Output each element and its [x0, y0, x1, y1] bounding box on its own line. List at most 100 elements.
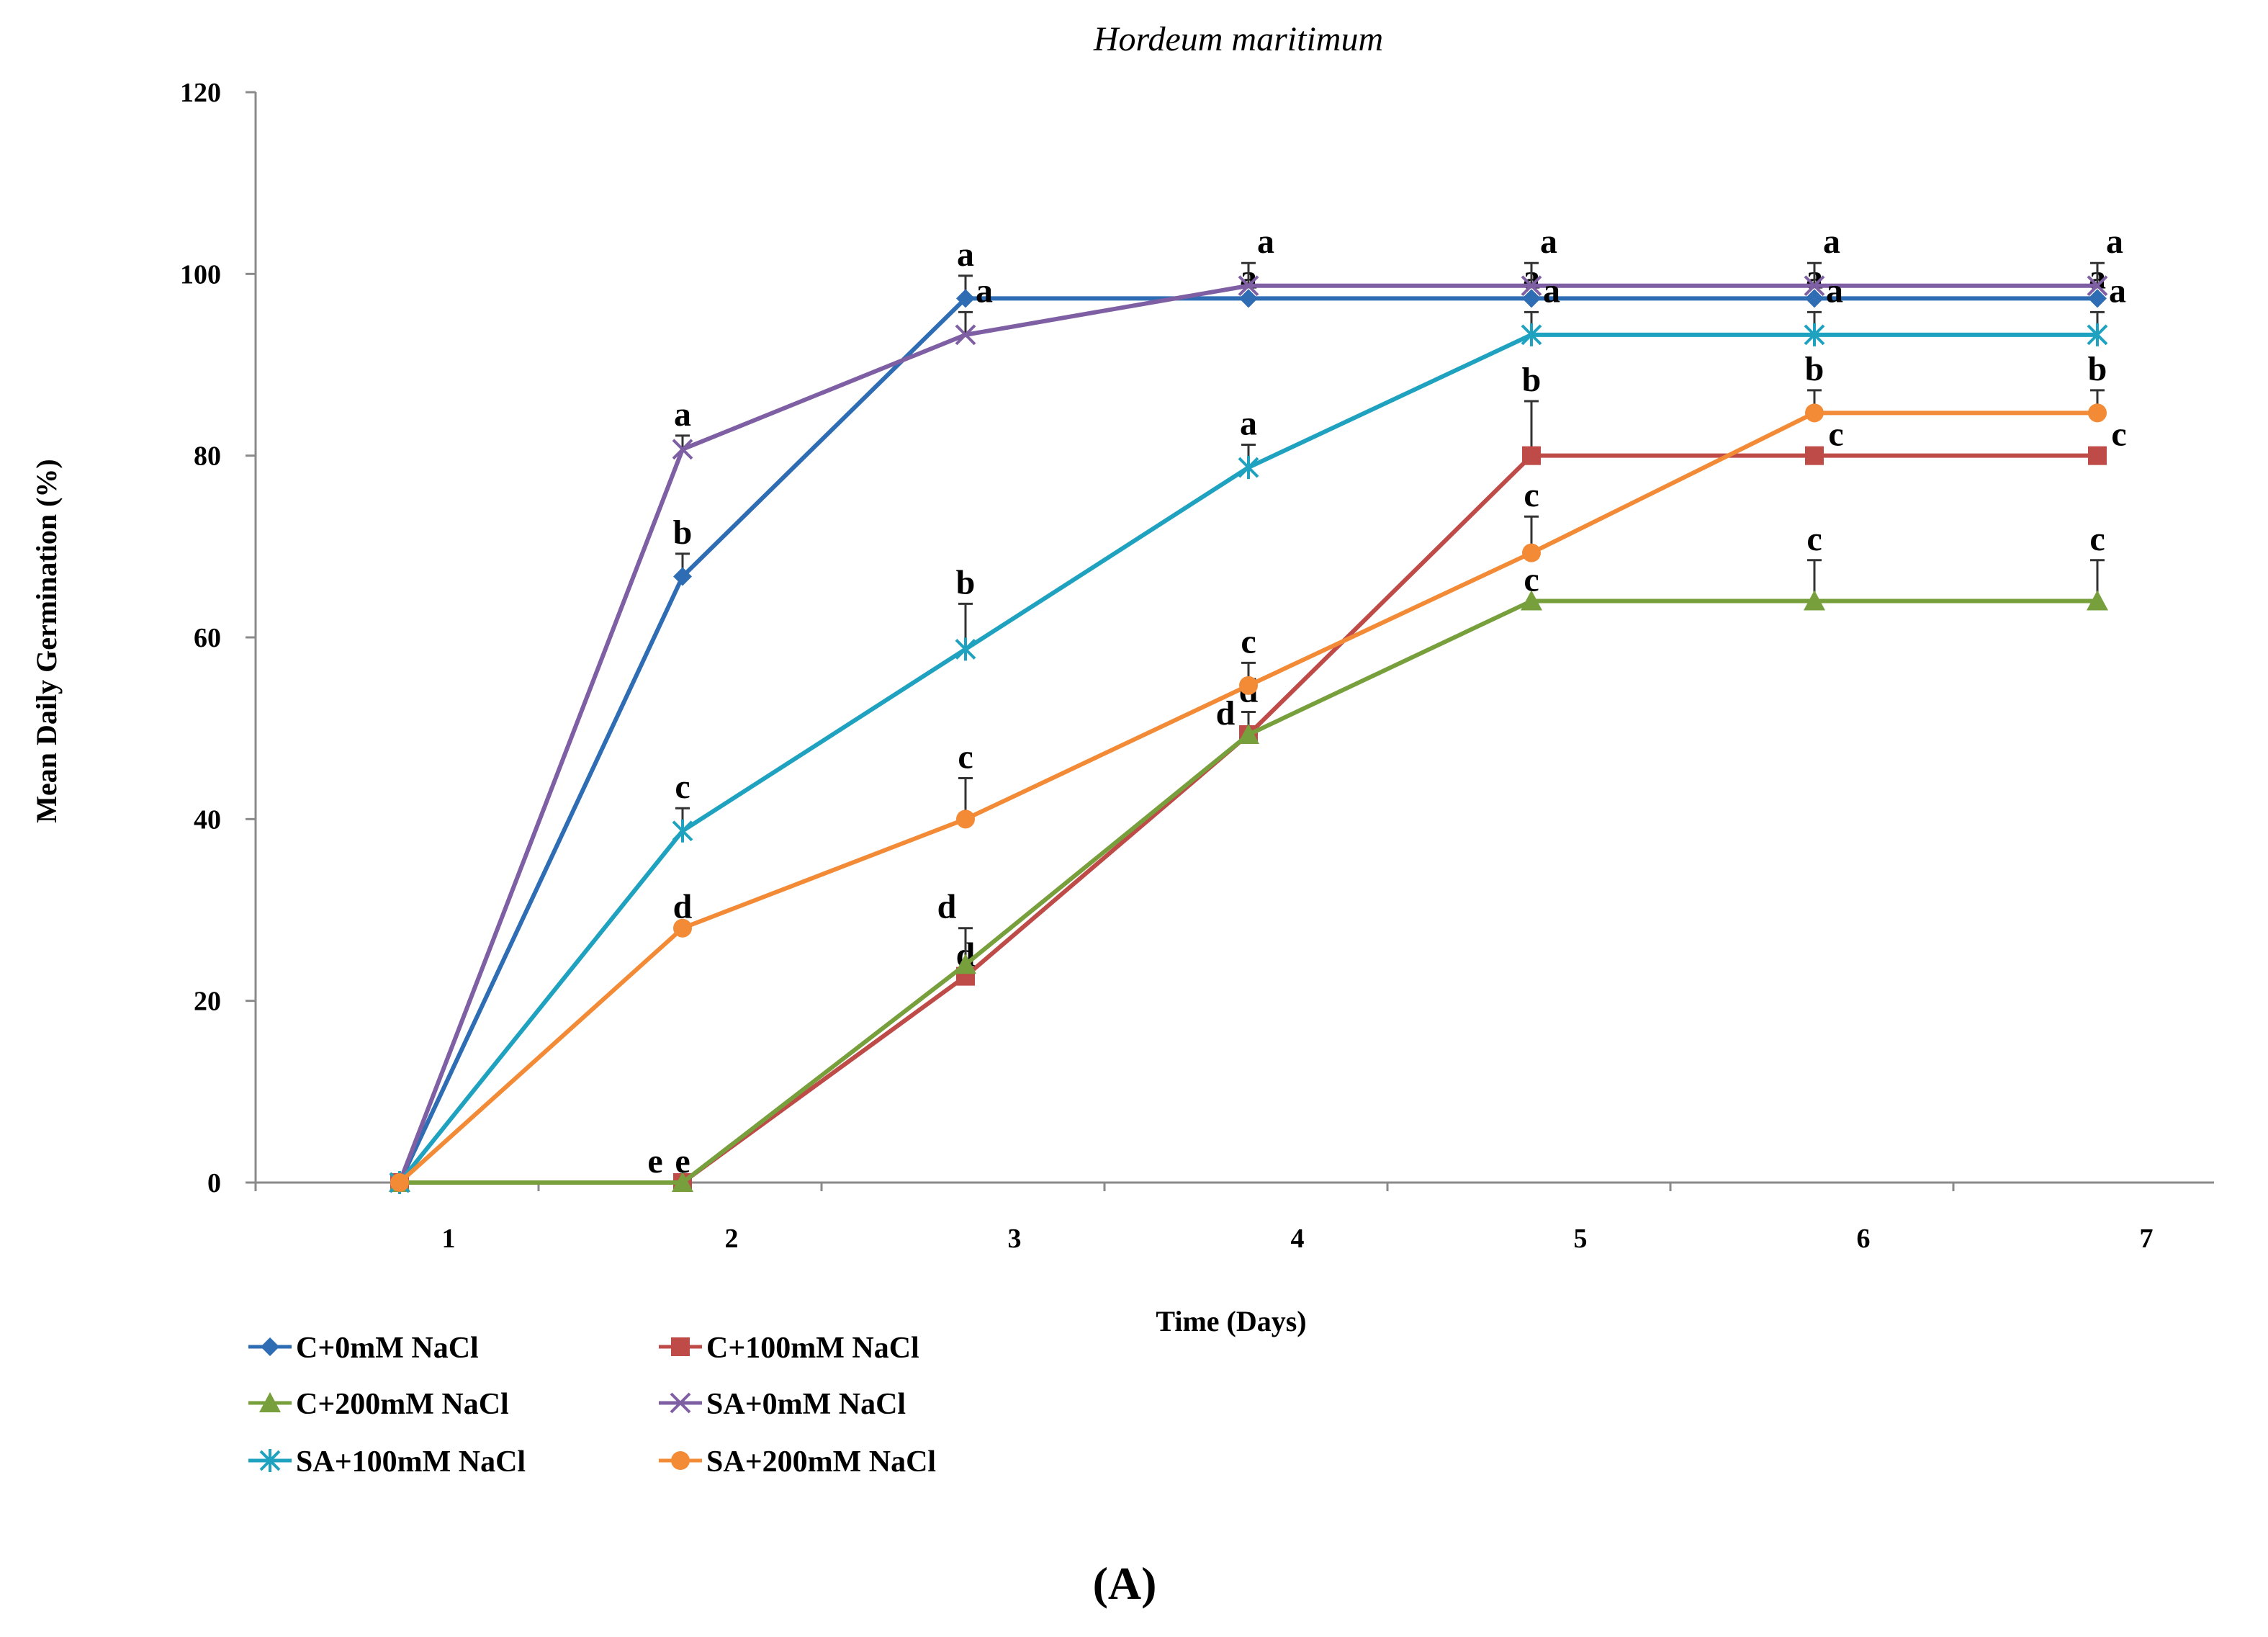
data-point	[1804, 275, 1825, 297]
data-point	[956, 809, 975, 829]
significance-letter: b	[673, 513, 693, 552]
data-point	[1805, 289, 1824, 308]
significance-letter: a	[1823, 223, 1840, 261]
data-point	[1238, 723, 1259, 744]
x-axis-title: Time (Days)	[1156, 1305, 1306, 1337]
data-point	[1239, 289, 1258, 308]
data-point	[1521, 323, 1542, 346]
legend-label: SA+200mM NaCl	[706, 1445, 936, 1479]
data-point	[2087, 590, 2108, 611]
y-tick-label: 20	[194, 987, 221, 1017]
data-point	[2087, 275, 2108, 297]
significance-letter: c	[2089, 520, 2105, 558]
significance-letter: a	[976, 272, 993, 310]
data-point	[2088, 403, 2107, 423]
y-tick-label: 40	[194, 804, 221, 835]
data-point	[955, 324, 976, 346]
data-point	[1522, 446, 1541, 465]
legend-label: SA+100mM NaCl	[296, 1445, 526, 1479]
significance-letter: a	[957, 236, 974, 274]
data-point	[673, 918, 692, 938]
legend-item: SA+100mM NaCl	[248, 1445, 526, 1479]
series-c-200mm-nacl: e d d c c c	[389, 520, 2108, 1192]
data-point	[1804, 590, 1825, 611]
data-point	[1522, 289, 1541, 308]
series-c-100mm-nacl: e d d b c c	[390, 361, 2127, 1192]
y-tick-label: 80	[194, 441, 221, 472]
significance-letter: a	[1540, 223, 1557, 261]
legend-item: C+0mM NaCl	[248, 1332, 479, 1365]
legend-label: C+100mM NaCl	[706, 1332, 919, 1365]
significance-letter: c	[1524, 476, 1539, 514]
data-point	[1805, 446, 1824, 465]
x-tick-label: 7	[2140, 1224, 2154, 1254]
legend-swatch-marker	[259, 1449, 281, 1472]
x-tick-label: 1	[442, 1224, 456, 1254]
data-point	[672, 439, 693, 460]
significance-letter: d	[937, 888, 957, 926]
data-point	[2088, 289, 2107, 308]
legend-item: SA+200mM NaCl	[659, 1445, 936, 1479]
data-point	[673, 567, 692, 586]
data-point	[1238, 275, 1259, 297]
significance-letter: b	[956, 563, 976, 601]
data-point	[672, 819, 693, 843]
legend-swatch-marker	[261, 1337, 279, 1356]
data-point	[1804, 323, 1825, 346]
data-point	[956, 289, 975, 308]
legend-label: SA+0mM NaCl	[706, 1388, 906, 1421]
significance-letter: c	[958, 738, 973, 776]
data-point	[2087, 323, 2108, 346]
significance-letter: c	[1806, 520, 1822, 558]
data-point	[955, 954, 976, 974]
data-point	[1522, 543, 1541, 562]
significance-letter: e	[647, 1142, 662, 1180]
y-tick-label: 60	[194, 623, 221, 653]
significance-letter: a	[1543, 272, 1560, 310]
data-point	[672, 1172, 693, 1192]
legend: C+0mM NaCl C+100mM NaCl C+200mM NaCl SA+0mM…	[248, 1332, 936, 1479]
significance-letter: b	[2088, 350, 2107, 388]
legend-swatch-marker	[670, 1392, 691, 1414]
significance-letter: a	[2106, 223, 2123, 261]
significance-letter: c	[2111, 416, 2126, 454]
significance-letter: a	[2109, 272, 2126, 310]
significance-letter: c	[1828, 416, 1843, 454]
series-layer: baaaaaeddbcceddcccaaaaaacbaaaadcccbb	[389, 223, 2127, 1194]
significance-letter: c	[1241, 622, 1256, 660]
x-tick-label: 2	[725, 1224, 739, 1254]
data-point	[955, 637, 976, 661]
data-point	[1521, 275, 1542, 297]
x-tick-label: 3	[1008, 1224, 1022, 1254]
data-point	[390, 1173, 409, 1192]
legend-item: SA+0mM NaCl	[659, 1388, 906, 1421]
series-c-0mm-nacl: baaaaa	[390, 236, 2107, 1192]
legend-label: C+0mM NaCl	[296, 1332, 479, 1365]
significance-letter: a	[1240, 405, 1257, 443]
significance-letter: d	[673, 888, 693, 926]
data-point	[1239, 676, 1258, 695]
significance-letter: e	[675, 1142, 690, 1180]
y-tick-label: 0	[207, 1168, 221, 1198]
legend-swatch-marker	[671, 1451, 690, 1470]
legend-label: C+200mM NaCl	[296, 1388, 509, 1421]
y-axis-title: Mean Daily Germination (%)	[30, 459, 63, 823]
legend-item: C+200mM NaCl	[248, 1388, 509, 1421]
significance-letter: a	[1257, 223, 1274, 261]
legend-item: C+100mM NaCl	[659, 1332, 919, 1365]
y-tick-label: 120	[180, 78, 221, 108]
significance-letter: a	[1826, 272, 1843, 310]
significance-letter: b	[1805, 350, 1824, 388]
y-tick-label: 100	[180, 259, 221, 290]
series-line	[400, 453, 2097, 1185]
x-tick-label: 5	[1574, 1224, 1588, 1254]
data-point	[1805, 403, 1824, 423]
data-point	[2088, 446, 2107, 465]
significance-letter: c	[675, 768, 690, 806]
significance-letter: b	[1522, 361, 1542, 399]
panel-label: (A)	[1093, 1558, 1157, 1609]
data-point	[1521, 590, 1542, 611]
